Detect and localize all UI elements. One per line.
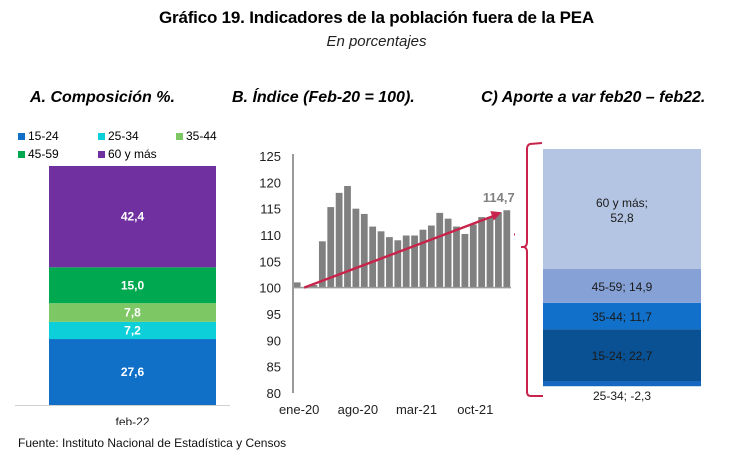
bar-oct-20 [369, 226, 377, 288]
panel-a-title: A. Composición %. [30, 89, 175, 106]
y-tick-label: 110 [260, 228, 281, 243]
data-label: 27,6 [121, 365, 145, 379]
data-label: 35-44; 11,7 [592, 310, 652, 324]
stack-segment-35-44 [543, 302, 701, 330]
last-value-label: 114,7 [483, 190, 515, 205]
legend-label: 60 y más [108, 147, 157, 161]
bar-ago-21 [453, 226, 460, 288]
y-tick-label: 95 [267, 307, 281, 322]
data-label: 7,8 [124, 306, 141, 320]
bar-mar-20 [310, 285, 318, 288]
legend-item: 60 y más [98, 147, 157, 161]
bar-ene-22 [495, 212, 502, 288]
stack-segment-25-34 [49, 321, 216, 340]
bar-jul-20 [344, 186, 351, 288]
bar-feb-21 [402, 235, 410, 288]
panel-c-title: C) Aporte a var feb20 – feb22. [481, 89, 706, 106]
data-label: 45-59; 14,9 [592, 280, 653, 294]
legend-item: 45-59 [18, 147, 59, 161]
bracket [521, 142, 543, 397]
bar-sep-20 [360, 213, 368, 288]
contribution-chart: 15-24; 22,7 35-44; 11,7 45-59; 14,9 60 y má… [521, 142, 701, 403]
bar-sep-21 [461, 233, 469, 288]
bar-mar-21 [411, 235, 418, 288]
bar-nov-21 [478, 217, 486, 288]
stack-segment-45-59 [49, 267, 216, 304]
bar-dic-20 [386, 237, 393, 288]
bar-ene-21 [394, 240, 402, 288]
legend-label: 25-34 [108, 129, 139, 143]
legend-swatch [98, 150, 105, 158]
index-chart: 80 85 90 95 100 105 110 115 120 125 ene-20 ago-20 ma… [259, 149, 515, 417]
legend-label: 35-44 [186, 129, 217, 143]
stack-segment-15-24 [543, 329, 701, 381]
y-tick-label: 85 [267, 360, 281, 375]
trend-arrow-line [303, 214, 496, 289]
x-tick-label: mar-21 [396, 402, 437, 417]
data-label: 7,2 [124, 323, 141, 337]
legend-swatch [18, 132, 25, 140]
stack-segment-60-y-más [49, 166, 216, 268]
y-tick-label: 100 [259, 281, 281, 296]
composition-chart: 27,6 7,2 7,8 15,0 42,4 feb-22 [15, 166, 230, 425]
bar-abr-21 [419, 229, 427, 288]
y-tick-label: 90 [267, 333, 281, 348]
bar-ene-20 [293, 282, 301, 288]
legend-swatch [18, 150, 25, 158]
y-tick-label: 115 [260, 202, 281, 217]
bar-jul-21 [444, 218, 452, 288]
y-tick-label: 120 [259, 175, 281, 190]
legend-swatch [98, 132, 105, 140]
source-note: Fuente: Instituto Nacional de Estadístic… [18, 436, 287, 450]
legend-item: 15-24 [18, 129, 59, 143]
stack-segment-60-y-más [543, 149, 701, 269]
bar-feb-22 [503, 210, 511, 288]
bar-may-20 [327, 207, 335, 288]
chart-title: Gráfico 19. Indicadores de la población … [159, 8, 594, 27]
legend-label: 15-24 [28, 129, 59, 143]
x-tick-label: oct-21 [457, 402, 493, 417]
legend-item: 35-44 [176, 129, 217, 143]
data-label: 60 y más; [596, 196, 648, 210]
stack-segment-35-44 [49, 303, 216, 322]
data-label: 25-34; -2,3 [593, 389, 651, 403]
chart-subtitle: En porcentajes [326, 33, 427, 50]
x-tick-label: ene-20 [279, 402, 319, 417]
legend-item: 25-34 [98, 129, 139, 143]
legend-label: 45-59 [28, 147, 59, 161]
y-tick-label: 80 [267, 386, 281, 401]
bar-dic-21 [486, 217, 494, 288]
bar-ago-20 [352, 208, 360, 288]
bar-jun-21 [436, 212, 444, 288]
stack-segment-25-34 [543, 381, 701, 387]
stack-segment-45-59 [543, 268, 701, 303]
data-label: 15-24; 22,7 [592, 349, 653, 363]
bar-jun-20 [335, 192, 343, 288]
trend-arrow-head [490, 211, 502, 221]
x-tick-label: ago-20 [338, 402, 378, 417]
legend-swatch [176, 132, 183, 140]
panel-b-title: B. Índice (Feb-20 = 100). [232, 89, 415, 106]
data-label: 15,0 [121, 278, 145, 292]
y-tick-label: 125 [259, 149, 281, 164]
bar-abr-20 [318, 241, 326, 288]
data-label: 52,8 [610, 211, 634, 225]
x-tick-label: feb-22 [115, 415, 149, 425]
data-label: 42,4 [121, 210, 145, 224]
y-tick-label: 105 [259, 254, 281, 269]
bar-oct-21 [469, 224, 477, 288]
stack-segment-15-24 [49, 339, 216, 405]
bar-may-21 [427, 225, 435, 288]
